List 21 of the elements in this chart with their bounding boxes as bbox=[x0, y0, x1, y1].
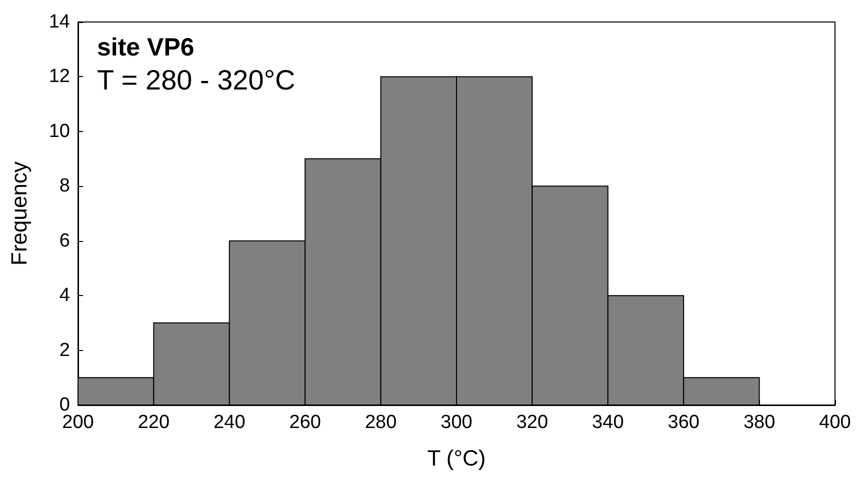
text: T = 280 - 320°C bbox=[97, 64, 296, 96]
x-tick-label: 240 bbox=[214, 412, 246, 433]
y-tick-label: 6 bbox=[59, 230, 70, 252]
text: site VP6 bbox=[97, 34, 194, 62]
x-tick-label: 340 bbox=[592, 412, 624, 433]
y-tick-label: 14 bbox=[48, 12, 70, 32]
x-tick-label: 380 bbox=[743, 412, 776, 433]
x-tick-label: 300 bbox=[440, 412, 472, 433]
x-tick-label: 400 bbox=[819, 412, 851, 433]
x-tick-label: 320 bbox=[516, 412, 548, 433]
y-tick-label: 8 bbox=[59, 176, 70, 197]
x-tick-label: 260 bbox=[289, 412, 321, 433]
y-axis-title: Frequency bbox=[6, 162, 32, 266]
x-tick-label: 220 bbox=[138, 412, 170, 433]
y-tick-label: 12 bbox=[48, 66, 70, 88]
y-tick-label: 4 bbox=[59, 285, 70, 306]
y-tick-label: 10 bbox=[48, 120, 70, 142]
x-tick-label: 280 bbox=[364, 412, 397, 433]
x-tick-label: 360 bbox=[668, 412, 700, 433]
x-axis-title: T (°C) bbox=[427, 446, 486, 470]
y-tick-label: 2 bbox=[59, 340, 70, 361]
